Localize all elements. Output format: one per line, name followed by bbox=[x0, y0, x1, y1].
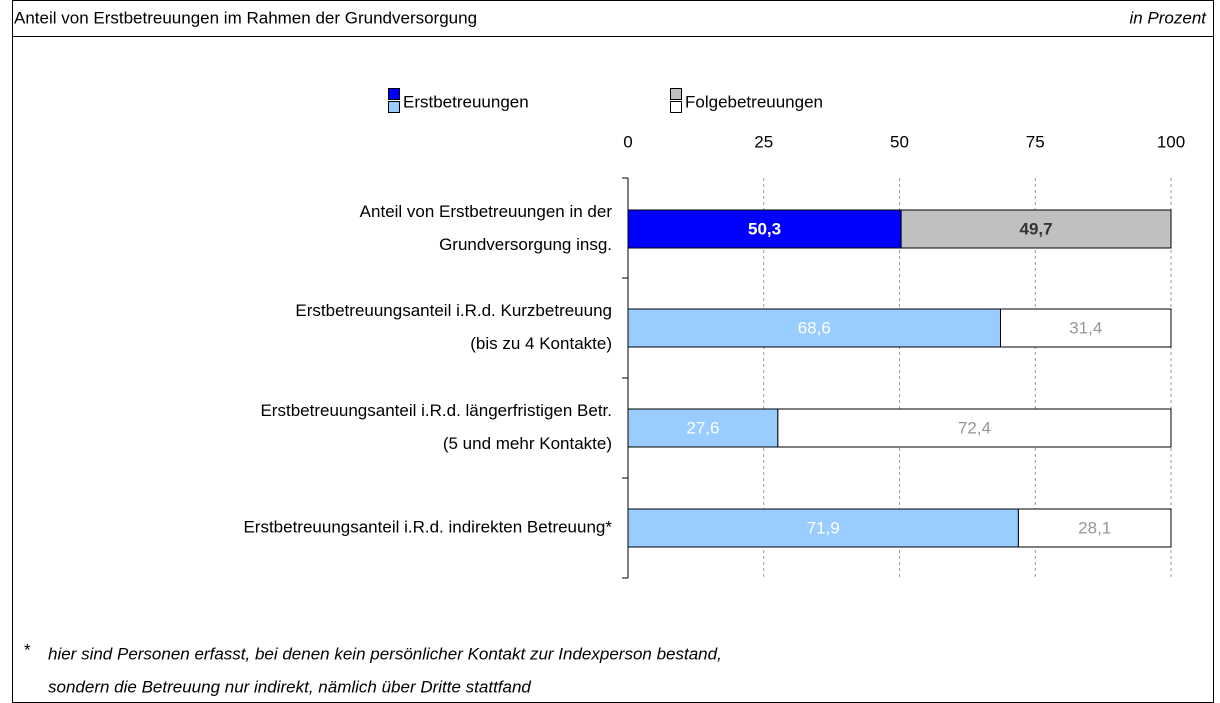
bar bbox=[900, 209, 1172, 249]
y-tick-label: Erstbetreuungsanteil i.R.d. längerfristi… bbox=[260, 401, 612, 420]
legend-swatch bbox=[670, 101, 682, 113]
legend-swatch bbox=[670, 88, 682, 100]
bar bbox=[627, 209, 902, 249]
y-tick-label: Erstbetreuungsanteil i.R.d. indirekten B… bbox=[243, 517, 612, 536]
x-tick-label: 50 bbox=[890, 132, 909, 151]
y-tick-label: Erstbetreuungsanteil i.R.d. Kurzbetreuun… bbox=[295, 301, 612, 320]
bar bbox=[627, 308, 1001, 348]
value-label: 72,4 bbox=[958, 418, 991, 437]
frame bbox=[12, 0, 1214, 703]
legend-label: Folgebetreuungen bbox=[685, 92, 823, 111]
legend-swatch bbox=[388, 101, 400, 113]
unit-label: in Prozent bbox=[1129, 8, 1207, 27]
legend-label: Erstbetreuungen bbox=[403, 92, 529, 111]
x-tick-label: 100 bbox=[1157, 132, 1185, 151]
footnote: sondern die Betreuung nur indirekt, näml… bbox=[48, 677, 531, 696]
x-tick-label: 0 bbox=[623, 132, 632, 151]
value-label: 50,3 bbox=[748, 219, 781, 238]
bar bbox=[777, 408, 1172, 448]
value-label: 28,1 bbox=[1078, 518, 1111, 537]
x-tick-label: 25 bbox=[754, 132, 773, 151]
y-tick-label: Grundversorgung insg. bbox=[439, 235, 612, 254]
bar bbox=[999, 308, 1172, 348]
value-label: 31,4 bbox=[1069, 318, 1102, 337]
legend-swatch bbox=[388, 88, 400, 100]
value-label: 68,6 bbox=[798, 318, 831, 337]
chart-title: Anteil von Erstbetreuungen im Rahmen der… bbox=[14, 8, 477, 27]
bar bbox=[627, 508, 1019, 548]
value-label: 49,7 bbox=[1020, 219, 1053, 238]
bar bbox=[1017, 508, 1172, 548]
footnote-marker: * bbox=[24, 640, 31, 659]
x-tick-label: 75 bbox=[1026, 132, 1045, 151]
value-label: 27,6 bbox=[686, 418, 719, 437]
y-tick-label: Anteil von Erstbetreuungen in der bbox=[360, 202, 613, 221]
y-tick-label: (5 und mehr Kontakte) bbox=[443, 434, 612, 453]
value-label: 71,9 bbox=[807, 518, 840, 537]
footnote: hier sind Personen erfasst, bei denen ke… bbox=[48, 644, 722, 663]
y-tick-label: (bis zu 4 Kontakte) bbox=[470, 334, 612, 353]
